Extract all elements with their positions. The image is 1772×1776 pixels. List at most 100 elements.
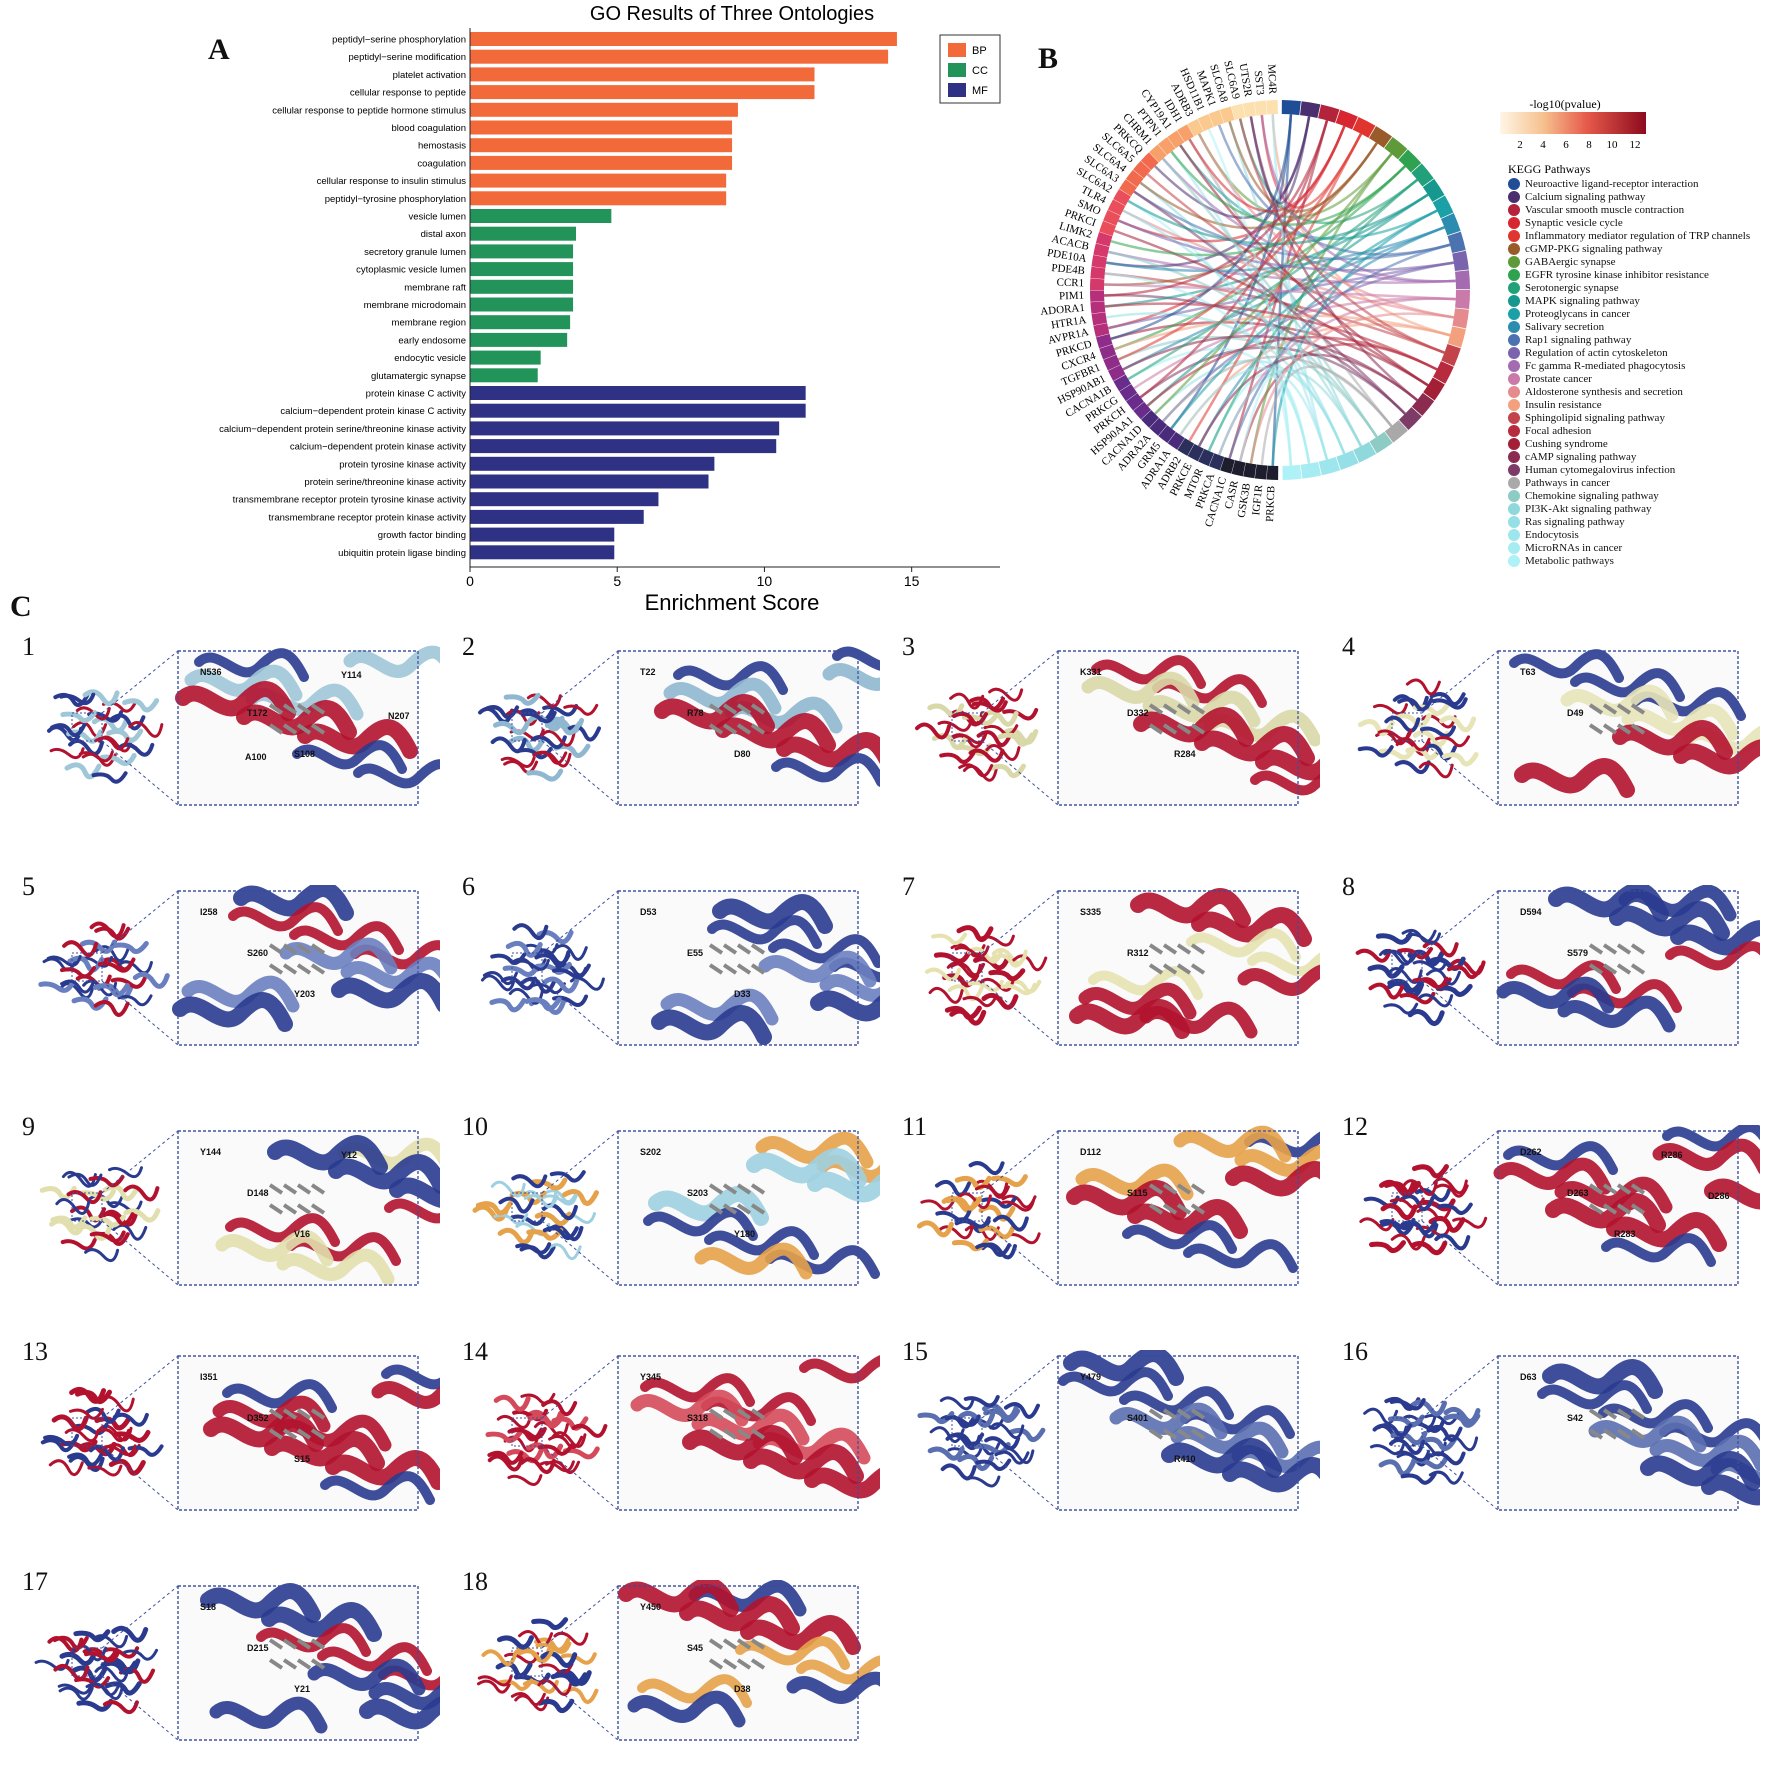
category-label: calcium−dependent protein serine/threoni… xyxy=(219,424,466,435)
kegg-legend-dot xyxy=(1508,385,1520,398)
protein-ribbon xyxy=(1406,932,1442,945)
bar-bp-9 xyxy=(470,191,727,206)
pathway-arc xyxy=(1335,109,1358,130)
residue-label: D332 xyxy=(1127,708,1149,718)
ligand-bond xyxy=(708,703,724,715)
kegg-legend-item: Insulin resistance xyxy=(1508,398,1750,411)
residue-label: R283 xyxy=(1614,1229,1636,1239)
zoom-ribbon xyxy=(1609,901,1730,941)
zoom-connector xyxy=(1421,1130,1499,1194)
protein-ribbon xyxy=(485,1430,523,1444)
protein-ribbon xyxy=(562,1446,600,1460)
protein-ribbon xyxy=(510,1692,546,1707)
zoom-ribbon xyxy=(359,1696,440,1730)
kegg-legend-dot xyxy=(1508,216,1520,229)
kegg-legend-item: cGMP-PKG signaling pathway xyxy=(1508,242,1750,255)
bar-mf-4 xyxy=(470,456,715,471)
selection-box xyxy=(1391,712,1423,742)
zoom-ribbon xyxy=(1127,1199,1248,1239)
zoom-ribbon xyxy=(1183,1239,1298,1273)
gene-arc xyxy=(1243,462,1257,479)
protein-ribbon xyxy=(57,1682,93,1695)
ligand-bond xyxy=(1630,1428,1646,1440)
ligand-bond xyxy=(1602,723,1618,735)
residue-label: Y479 xyxy=(1080,1372,1101,1382)
zoom-ribbon xyxy=(320,1471,435,1505)
x-axis: 0 5 10 15 xyxy=(466,28,1000,589)
docking-structure: T63 D49 xyxy=(1357,649,1760,806)
ligand-bond xyxy=(750,1408,766,1420)
protein-ribbon xyxy=(1395,1449,1431,1462)
panel-label-b: B xyxy=(1038,42,1059,75)
protein-ribbon xyxy=(48,1459,84,1477)
zoom-connector xyxy=(101,1445,179,1511)
zoom-ribbon xyxy=(643,1207,758,1241)
category-label: protein kinase C activity xyxy=(366,389,467,400)
protein-ribbon xyxy=(973,1441,1011,1455)
ligand-bond xyxy=(268,1428,284,1440)
zoom-connector xyxy=(541,1130,619,1194)
zoom-connector xyxy=(541,1445,619,1511)
zoom-frame-border xyxy=(177,1130,419,1286)
gene-arc xyxy=(1187,118,1204,137)
protein-ribbon xyxy=(489,997,527,1013)
ligand-bond xyxy=(736,1183,752,1195)
ligand-bond xyxy=(310,723,326,735)
protein-ribbon xyxy=(933,950,971,964)
pathway-arc xyxy=(1318,456,1341,476)
protein-ribbon xyxy=(61,1170,97,1188)
ligand-bond xyxy=(1616,703,1632,715)
chord-ribbon xyxy=(1127,178,1419,381)
protein-ribbon xyxy=(40,1438,77,1453)
protein-ribbon xyxy=(50,1215,88,1230)
zoom-ribbon xyxy=(236,700,357,740)
zoom-connector xyxy=(101,1585,179,1649)
protein-ribbon xyxy=(490,1180,526,1198)
protein-ribbon xyxy=(533,1420,569,1438)
protein-ribbon xyxy=(947,984,984,1002)
protein-ribbon xyxy=(82,689,120,707)
protein-ribbon xyxy=(1394,713,1432,728)
protein-ribbon xyxy=(1375,931,1413,945)
residue-label: R78 xyxy=(687,708,704,718)
ligand-bond xyxy=(736,963,752,975)
protein-ribbon xyxy=(514,958,550,971)
zoom-ribbon xyxy=(768,934,880,968)
residue-label: D148 xyxy=(247,1188,269,1198)
residue-label: S318 xyxy=(687,1413,708,1423)
protein-ribbon xyxy=(60,966,97,979)
zoom-ribbon xyxy=(181,975,300,1013)
zoom-ribbon xyxy=(1496,976,1615,1014)
ligand-bond xyxy=(268,943,284,955)
protein-ribbon xyxy=(69,1216,105,1229)
protein-ribbon xyxy=(502,963,540,977)
ligand-bond xyxy=(708,1638,724,1650)
pathway-arc xyxy=(1452,250,1469,272)
zoom-ribbon xyxy=(1142,690,1261,728)
protein-ribbon xyxy=(530,982,566,995)
protein-ribbon xyxy=(493,1394,531,1412)
protein-ribbon xyxy=(117,960,153,975)
kegg-legend-item: Prostate cancer xyxy=(1508,372,1750,385)
protein-ribbon xyxy=(59,692,96,706)
gene-arc xyxy=(1208,109,1224,127)
protein-ribbon xyxy=(496,1635,534,1650)
protein-ribbon xyxy=(497,1678,534,1691)
protein-ribbon xyxy=(532,750,568,765)
gene-label: MC4R xyxy=(1265,64,1278,95)
protein-ribbon xyxy=(958,763,994,778)
zoom-connector xyxy=(541,1675,619,1741)
category-label: growth factor binding xyxy=(378,530,466,541)
bar-bp-6 xyxy=(470,138,733,153)
protein-ribbon xyxy=(539,1460,575,1473)
kegg-legend-item: Cushing syndrome xyxy=(1508,437,1750,450)
zoom-frame-border xyxy=(1497,890,1739,1046)
ligand-bond xyxy=(268,1203,284,1215)
protein-ribbon xyxy=(1411,1164,1449,1179)
bar-mf-7 xyxy=(470,509,644,524)
gene-arc xyxy=(1219,106,1235,124)
residue-label: D38 xyxy=(734,1684,751,1694)
zoom-connector xyxy=(101,1220,179,1286)
docking-structure: D112 S115 xyxy=(916,1125,1320,1286)
gene-arc xyxy=(1090,290,1105,302)
